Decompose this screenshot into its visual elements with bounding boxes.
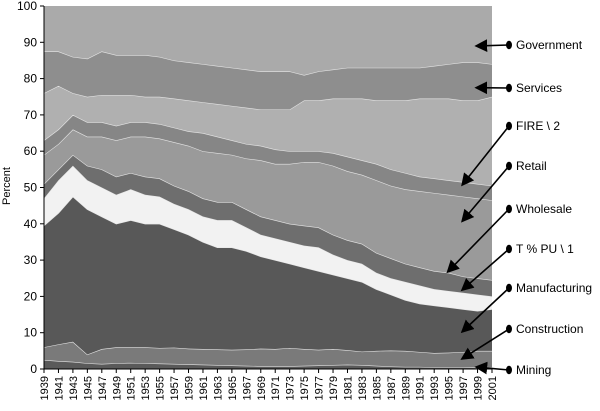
x-tick-label: 1985 [371,376,383,400]
callout-dot-wholesale [506,205,512,213]
x-tick-label: 1997 [458,376,470,400]
x-tick-label: 1993 [429,376,441,400]
y-axis-label: Percent [1,167,13,205]
y-tick-label: 100 [17,0,37,13]
y-tick-label: 60 [24,144,38,158]
x-tick-label: 1939 [39,376,51,400]
x-tick-label: 1995 [444,376,456,400]
callout-dot-mining [506,366,512,374]
x-tick-label: 1955 [155,376,167,400]
x-tick-label: 1973 [285,376,297,400]
x-tick-label: 1977 [314,376,326,400]
callout-dot-retail [506,162,512,170]
x-tick-label: 1943 [68,376,80,400]
x-tick-label: 1961 [198,376,210,400]
y-tick-label: 90 [24,35,38,49]
x-tick-label: 1959 [184,376,196,400]
legend-label-construction: Construction [516,322,583,336]
y-tick-label: 50 [24,181,38,195]
y-tick-label: 80 [24,72,38,86]
callout-dot-government [506,41,512,49]
x-tick-label: 1975 [299,376,311,400]
legend-label-retail: Retail [516,159,547,173]
callout-dot-manufacturing [506,284,512,292]
x-tick-label: 1953 [140,376,152,400]
x-tick-label: 1989 [400,376,412,400]
legend-label-wholesale: Wholesale [516,202,572,216]
x-tick-label: 1965 [227,376,239,400]
x-tick-label: 1947 [97,376,109,400]
x-tick-label: 1963 [212,376,224,400]
x-tick-label: 1971 [270,376,282,400]
legend-label-mining: Mining [516,363,551,377]
x-tick-label: 1987 [386,376,398,400]
y-tick-label: 10 [24,326,38,340]
legend-label-fire-2: FIRE \ 2 [516,119,560,133]
x-tick-label: 1979 [328,376,340,400]
y-tick-label: 40 [24,217,38,231]
x-tick-label: 1983 [357,376,369,400]
x-tick-label: 1999 [473,376,485,400]
y-tick-label: 30 [24,253,38,267]
legend-label-services: Services [516,81,562,95]
legend-label-manufacturing: Manufacturing [516,281,592,295]
callout-dot-services [506,84,512,92]
legend-label-t-pu-1: T % PU \ 1 [516,242,574,256]
x-tick-label: 1945 [82,376,94,400]
x-tick-label: 1949 [111,376,123,400]
x-tick-label: 1969 [256,376,268,400]
x-tick-label: 2001 [487,376,499,400]
callout-dot-fire-2 [506,122,512,130]
x-tick-label: 1941 [53,376,65,400]
x-tick-label: 1957 [169,376,181,400]
callout-dot-construction [506,325,512,333]
x-tick-label: 1981 [342,376,354,400]
y-tick-label: 0 [30,362,37,376]
y-tick-label: 20 [24,289,38,303]
x-tick-label: 1967 [241,376,253,400]
legend-label-government: Government [516,38,583,52]
callout-arrow-government [478,45,509,46]
callout-dot-t-pu-1 [506,245,512,253]
y-tick-label: 70 [24,108,38,122]
x-tick-label: 1951 [126,376,138,400]
x-tick-label: 1991 [415,376,427,400]
